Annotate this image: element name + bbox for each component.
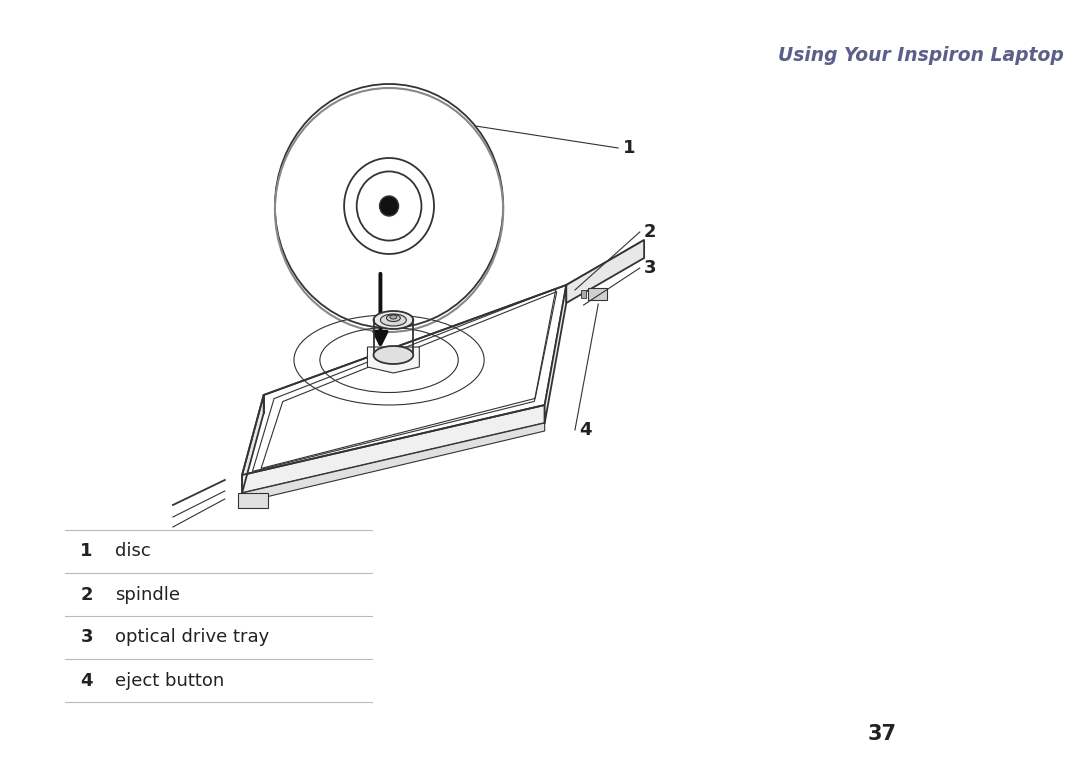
Ellipse shape bbox=[374, 311, 414, 329]
Polygon shape bbox=[367, 347, 419, 373]
Text: 37: 37 bbox=[867, 724, 896, 744]
Text: 2: 2 bbox=[80, 585, 93, 604]
Text: 2: 2 bbox=[644, 223, 657, 241]
Ellipse shape bbox=[387, 315, 401, 322]
Text: 1: 1 bbox=[80, 542, 93, 561]
Polygon shape bbox=[588, 288, 607, 300]
Polygon shape bbox=[566, 240, 644, 290]
Polygon shape bbox=[238, 493, 268, 508]
Polygon shape bbox=[566, 240, 644, 303]
Text: optical drive tray: optical drive tray bbox=[114, 628, 269, 647]
Text: disc: disc bbox=[114, 542, 151, 561]
Ellipse shape bbox=[380, 314, 406, 326]
Text: spindle: spindle bbox=[114, 585, 180, 604]
Text: 1: 1 bbox=[622, 139, 635, 157]
Text: 4: 4 bbox=[80, 672, 93, 689]
Text: 3: 3 bbox=[80, 628, 93, 647]
Polygon shape bbox=[242, 423, 544, 501]
Polygon shape bbox=[544, 285, 566, 423]
Polygon shape bbox=[242, 405, 544, 493]
Polygon shape bbox=[242, 395, 264, 493]
Polygon shape bbox=[581, 290, 586, 298]
Ellipse shape bbox=[390, 315, 396, 319]
Text: eject button: eject button bbox=[114, 672, 225, 689]
Ellipse shape bbox=[374, 346, 414, 364]
Ellipse shape bbox=[379, 196, 399, 216]
Text: Using Your Inspiron Laptop: Using Your Inspiron Laptop bbox=[778, 46, 1064, 65]
Text: 3: 3 bbox=[644, 259, 657, 277]
Text: 4: 4 bbox=[579, 421, 592, 439]
